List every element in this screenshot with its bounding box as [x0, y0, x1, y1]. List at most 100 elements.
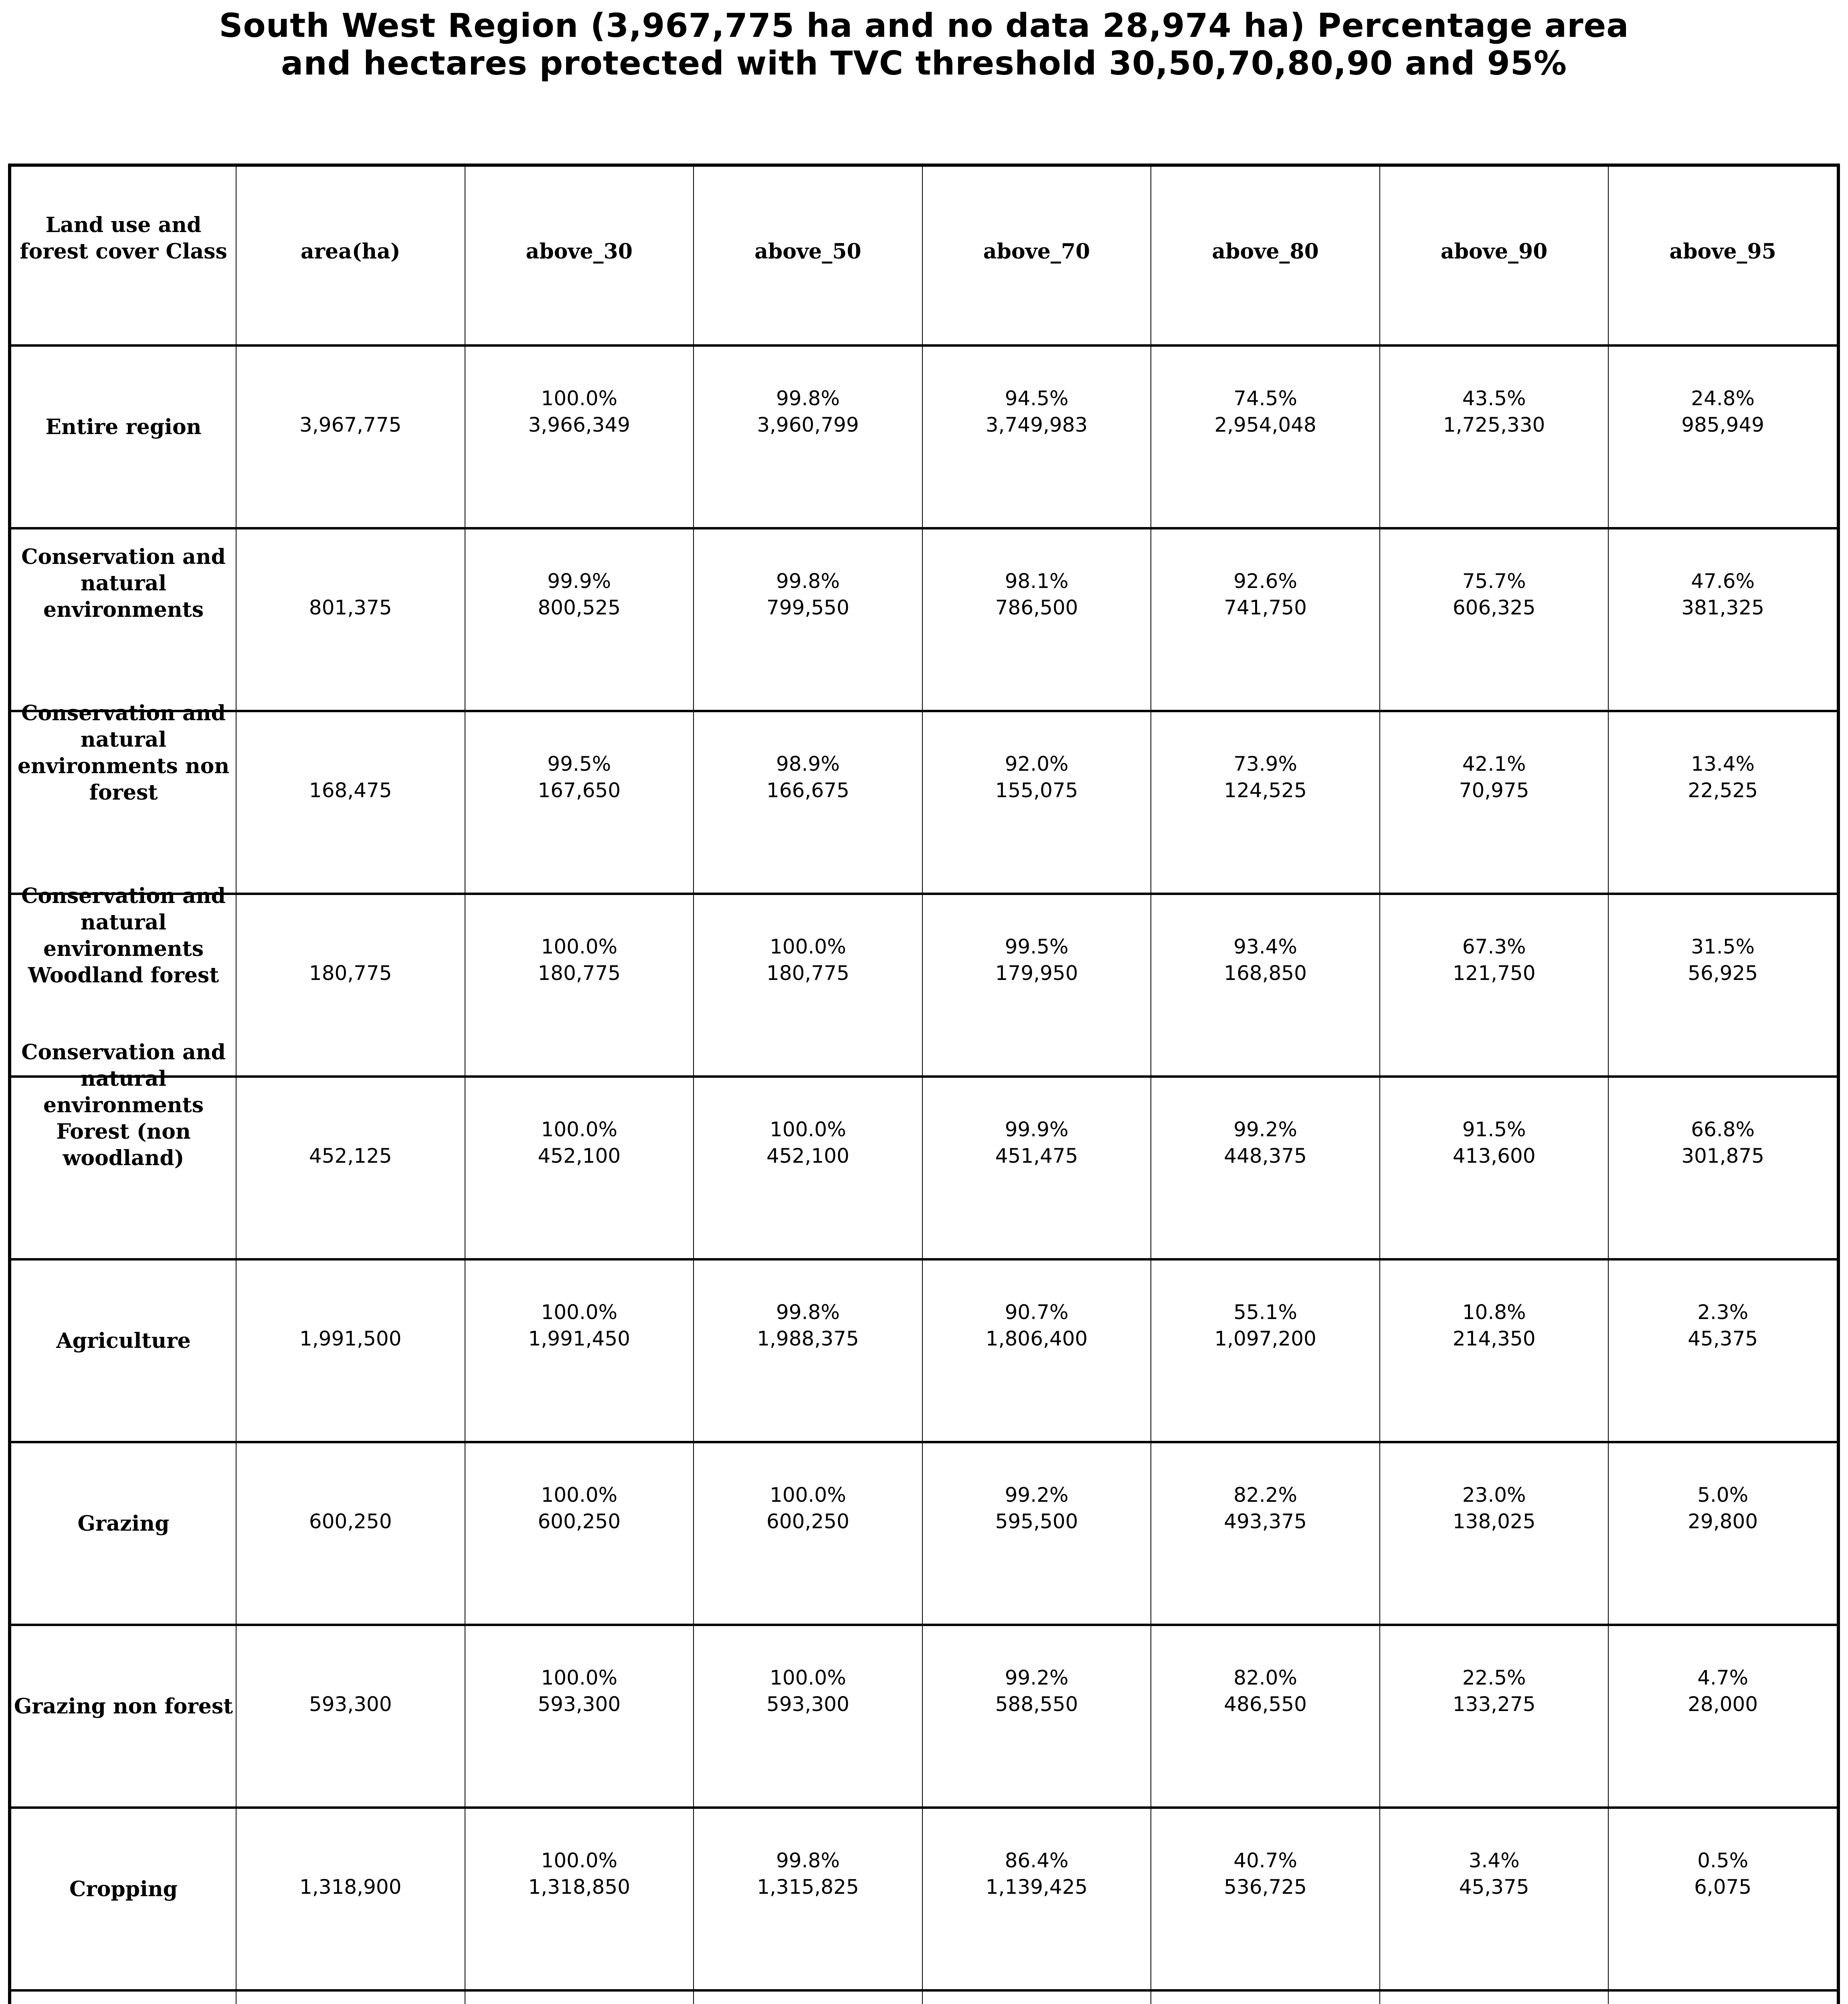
above-50-cell: 98.9% 166,675 — [693, 712, 922, 893]
pct-value: 2.3% — [1697, 1301, 1749, 1324]
header-label: area(ha) — [300, 239, 400, 264]
above-50-cell: 100.0% 180,775 — [693, 895, 922, 1075]
ha-value: 595,500 — [995, 1510, 1078, 1533]
pct-value: 99.2% — [1233, 1118, 1297, 1141]
row-class-label: Conservation and natural environments — [21, 545, 226, 622]
pct-value: 73.9% — [1233, 752, 1297, 776]
pct-value: 82.0% — [1233, 1666, 1297, 1689]
ha-value: 493,375 — [1224, 1510, 1307, 1533]
ha-value: 451,475 — [995, 1144, 1078, 1168]
pct-value: 22.5% — [1462, 1666, 1526, 1689]
above-50-cell: 99.8% 3,960,799 — [693, 347, 922, 527]
ha-value: 138,025 — [1452, 1510, 1536, 1533]
table-row: Conservation and natural environments no… — [11, 701, 1837, 893]
table-row: Conservation and natural environments Fo… — [11, 1040, 1837, 1258]
class-cell: Conservation and natural environments no… — [11, 701, 236, 893]
pct-value: 98.1% — [1005, 570, 1069, 593]
above-95-cell: 5.0% 29,800 — [1608, 1443, 1837, 1624]
area-cell: 3,967,775 — [236, 347, 465, 527]
table-row: Irrigation 72,250 100.0% 72,250 99.9% 72… — [11, 1989, 1837, 2004]
header-label: above_90 — [1440, 239, 1548, 264]
pct-value: 100.0% — [770, 1483, 846, 1507]
ha-value: 452,100 — [538, 1144, 621, 1168]
row-class-label: Grazing — [77, 1511, 170, 1536]
pct-value: 74.5% — [1233, 387, 1297, 410]
page-title-line2: and hectares protected with TVC threshol… — [281, 44, 1567, 83]
pct-value: 42.1% — [1462, 752, 1526, 776]
above-90-cell: 42.8% 30,925 — [1379, 1992, 1608, 2004]
above-70-cell: 94.5% 3,749,983 — [922, 347, 1151, 527]
area-cell: 168,475 — [236, 712, 465, 893]
pct-value: 4.7% — [1697, 1666, 1749, 1689]
above-90-cell: 67.3% 121,750 — [1379, 895, 1608, 1075]
pct-value: 100.0% — [770, 1666, 846, 1689]
ha-value: 1,725,330 — [1443, 413, 1545, 436]
ha-value: 600,250 — [538, 1510, 621, 1533]
pct-value: 93.4% — [1233, 935, 1297, 958]
pct-value: 43.5% — [1462, 387, 1526, 410]
ha-value: 180,775 — [766, 962, 849, 985]
header-cell-above-80: above_80 — [1150, 167, 1379, 344]
pct-value: 67.3% — [1462, 935, 1526, 958]
row-class-label: Cropping — [69, 1877, 178, 1901]
above-90-cell: 22.5% 133,275 — [1379, 1626, 1608, 1806]
class-cell: Conservation and natural environments Fo… — [11, 1040, 236, 1258]
above-80-cell: 40.7% 536,725 — [1150, 1809, 1379, 1989]
above-30-cell: 100.0% 600,250 — [464, 1443, 694, 1624]
pct-value: 98.9% — [776, 752, 840, 776]
above-95-cell: 66.8% 301,875 — [1608, 1078, 1837, 1258]
row-class-label: Agriculture — [56, 1329, 191, 1353]
header-cell-above-30: above_30 — [464, 167, 694, 344]
above-95-cell: 4.7% 28,000 — [1608, 1626, 1837, 1806]
above-80-cell: 74.5% 2,954,048 — [1150, 347, 1379, 527]
ha-value: 166,675 — [766, 779, 849, 802]
above-90-cell: 42.1% 70,975 — [1379, 712, 1608, 893]
above-50-cell: 100.0% 600,250 — [693, 1443, 922, 1624]
pct-value: 0.5% — [1697, 1849, 1749, 1872]
area-cell: 1,991,500 — [236, 1261, 465, 1441]
pct-value: 100.0% — [770, 1118, 846, 1141]
data-table: Land use and forest cover Class area(ha)… — [8, 164, 1840, 2004]
pct-value: 100.0% — [541, 1483, 618, 1507]
ha-value: 56,925 — [1688, 962, 1758, 985]
pct-value: 55.1% — [1233, 1301, 1297, 1324]
table-row: Conservation and natural environments 80… — [11, 527, 1837, 710]
above-30-cell: 100.0% 452,100 — [464, 1078, 694, 1258]
above-70-cell: 98.8% 71,375 — [922, 1992, 1151, 2004]
pct-value: 90.7% — [1005, 1301, 1069, 1324]
ha-value: 1,315,825 — [757, 1875, 859, 1899]
ha-value: 133,275 — [1452, 1693, 1536, 1716]
ha-value: 1,097,200 — [1214, 1327, 1316, 1350]
header-cell-above-90: above_90 — [1379, 167, 1608, 344]
ha-value: 179,950 — [995, 962, 1078, 985]
pct-value: 94.5% — [1005, 387, 1069, 410]
above-30-cell: 100.0% 593,300 — [464, 1626, 694, 1806]
ha-value: 6,075 — [1694, 1875, 1752, 1899]
page-title: South West Region (3,967,775 ha and no d… — [0, 7, 1848, 83]
ha-value: 29,800 — [1688, 1510, 1758, 1533]
ha-value: 381,325 — [1681, 596, 1765, 619]
header-label: above_80 — [1212, 239, 1319, 264]
pct-value: 99.9% — [1005, 1118, 1069, 1141]
table-row: Agriculture 1,991,500 100.0% 1,991,450 9… — [11, 1258, 1837, 1441]
header-label: above_50 — [754, 239, 861, 264]
above-90-cell: 91.5% 413,600 — [1379, 1078, 1608, 1258]
ha-value: 800,525 — [538, 596, 621, 619]
above-80-cell: 92.7% 67,000 — [1150, 1992, 1379, 2004]
above-70-cell: 92.0% 155,075 — [922, 712, 1151, 893]
ha-value: 593,300 — [766, 1693, 849, 1716]
ha-value: 180,775 — [538, 962, 621, 985]
header-cell-above-95: above_95 — [1608, 167, 1837, 344]
pct-value: 99.5% — [547, 752, 611, 776]
ha-value: 2,954,048 — [1214, 413, 1316, 436]
pct-value: 23.0% — [1462, 1483, 1526, 1507]
header-label: above_95 — [1669, 239, 1776, 264]
above-90-cell: 23.0% 138,025 — [1379, 1443, 1608, 1624]
pct-value: 13.4% — [1691, 752, 1755, 776]
table-row: Cropping 1,318,900 100.0% 1,318,850 99.8… — [11, 1806, 1837, 1989]
header-label: Land use and forest cover Class — [20, 213, 227, 264]
ha-value: 167,650 — [538, 779, 621, 802]
ha-value: 1,318,850 — [528, 1875, 631, 1899]
area-value: 452,125 — [309, 1144, 392, 1168]
pct-value: 66.8% — [1691, 1118, 1755, 1141]
